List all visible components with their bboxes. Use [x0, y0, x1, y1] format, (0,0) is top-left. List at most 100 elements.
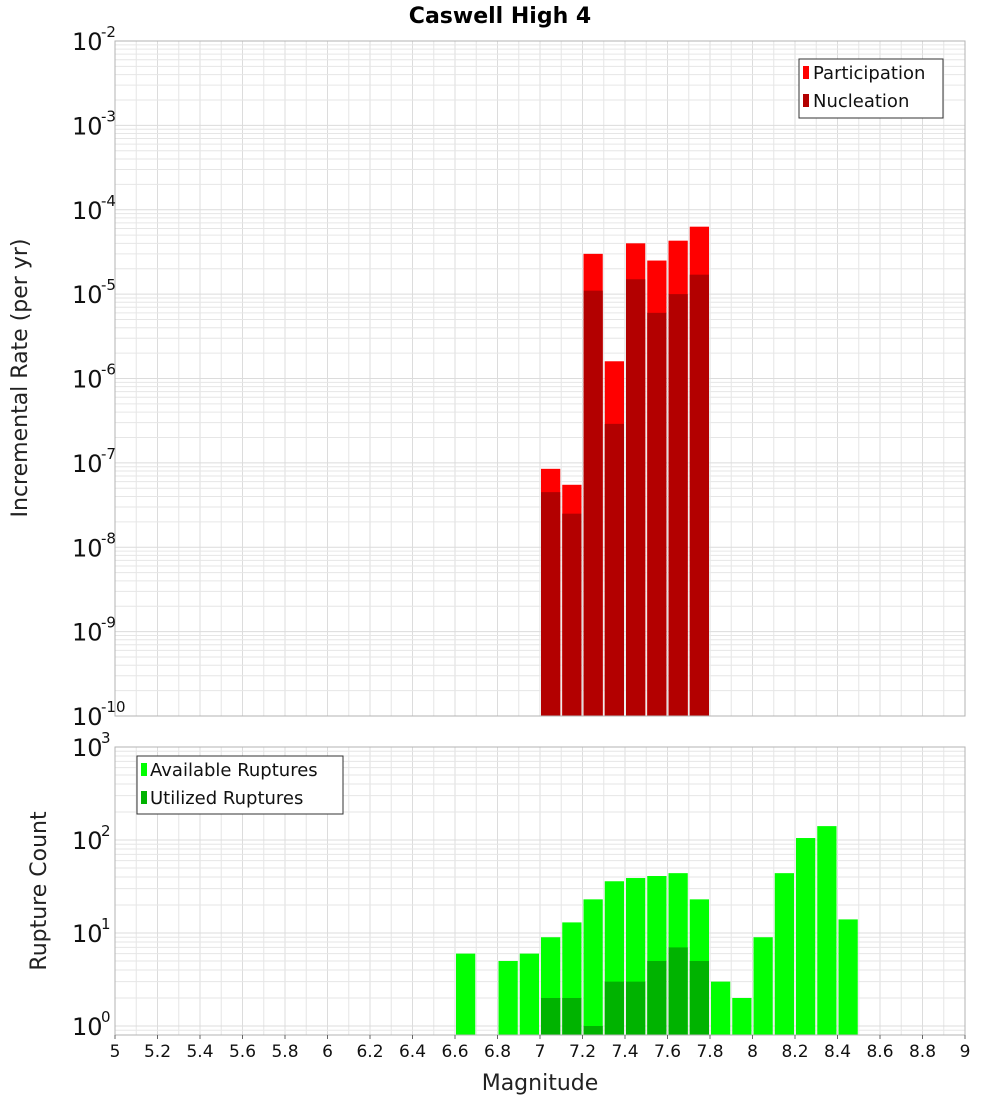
bar-available-ruptures — [817, 826, 837, 1035]
y-tick-label-base: 10 — [72, 734, 103, 762]
bar-available-ruptures — [583, 899, 603, 1035]
y-tick-label-base: 10 — [72, 534, 103, 562]
x-tick-label: 7.2 — [569, 1042, 596, 1062]
y-tick-label-base: 10 — [72, 28, 103, 56]
bar-utilized-ruptures — [626, 981, 646, 1035]
y-tick-label-exponent: -7 — [101, 445, 116, 463]
bar-nucleation — [604, 423, 624, 716]
y-tick-label-base: 10 — [72, 197, 103, 225]
x-tick-label: 8.2 — [781, 1042, 808, 1062]
x-tick-label: 5 — [110, 1042, 121, 1062]
legend-label-available: Available Ruptures — [150, 760, 318, 781]
legend-swatch-utilized — [141, 791, 147, 804]
x-tick-label: 9 — [960, 1042, 971, 1062]
count-panel-x-ticks: 5 5.2 5.4 5.6 5.8 6 6.2 6.4 6.6 6.8 7 7.2 7.4 7.6 7.8 8… — [110, 1035, 971, 1062]
y-tick-label-exponent: -5 — [101, 276, 116, 294]
legend-label-utilized: Utilized Ruptures — [150, 788, 303, 809]
y-tick-label-exponent: -2 — [101, 23, 116, 41]
bar-available-ruptures — [711, 981, 731, 1035]
x-tick-label: 7.4 — [611, 1042, 638, 1062]
bar-utilized-ruptures — [689, 960, 709, 1035]
bar-available-ruptures — [519, 953, 539, 1035]
bar-available-ruptures — [498, 960, 518, 1035]
x-tick-label: 8 — [747, 1042, 758, 1062]
x-tick-label: 6.6 — [441, 1042, 468, 1062]
x-axis-title: Magnitude — [482, 1071, 599, 1096]
bar-nucleation — [541, 492, 561, 716]
x-tick-label: 7.8 — [696, 1042, 723, 1062]
chart-title: Caswell High 4 — [409, 4, 591, 29]
y-tick-label-exponent: -4 — [101, 192, 116, 210]
x-tick-label: 6.4 — [399, 1042, 426, 1062]
rate-panel-frame — [114, 40, 966, 717]
x-tick-label: 8.4 — [824, 1042, 851, 1062]
y-tick-label-exponent: 3 — [101, 729, 111, 747]
rate-panel-y-axis-title: Incremental Rate (per yr) — [8, 239, 33, 518]
y-tick-label-exponent: -8 — [101, 529, 116, 547]
bar-available-ruptures — [753, 937, 773, 1035]
y-tick-label-exponent: 0 — [101, 1008, 111, 1026]
y-tick-label-exponent: -9 — [101, 614, 116, 632]
y-tick-label-exponent: -6 — [101, 361, 116, 379]
y-tick-label-base: 10 — [72, 703, 103, 731]
y-tick-label-base: 10 — [72, 827, 103, 855]
bar-utilized-ruptures — [583, 1025, 603, 1035]
legend-swatch-available — [141, 763, 147, 776]
bar-nucleation — [626, 279, 646, 716]
y-tick-label-base: 10 — [72, 920, 103, 948]
bar-utilized-ruptures — [562, 997, 582, 1035]
y-tick-label-exponent: 2 — [101, 822, 111, 840]
x-tick-label: 8.8 — [909, 1042, 936, 1062]
bar-utilized-ruptures — [604, 981, 624, 1035]
rate-panel-legend: Participation Nucleation — [798, 58, 944, 119]
rate-legend-box — [798, 58, 944, 119]
legend-swatch-nucleation — [803, 94, 809, 107]
x-tick-label: 5.4 — [186, 1042, 213, 1062]
bar-nucleation — [668, 294, 688, 716]
count-legend-box — [136, 755, 344, 815]
rate-panel-bars — [541, 226, 709, 717]
x-tick-label: 7 — [535, 1042, 546, 1062]
legend-label-nucleation: Nucleation — [813, 91, 909, 112]
y-tick-label-exponent: -10 — [101, 698, 126, 716]
x-tick-label: 5.8 — [271, 1042, 298, 1062]
y-tick-label-base: 10 — [72, 112, 103, 140]
bar-available-ruptures — [774, 873, 794, 1035]
bar-utilized-ruptures — [668, 947, 688, 1035]
y-tick-label-base: 10 — [72, 281, 103, 309]
count-panel-bars — [456, 826, 858, 1035]
bar-utilized-ruptures — [541, 997, 561, 1035]
x-tick-label: 6.8 — [484, 1042, 511, 1062]
bar-available-ruptures — [796, 838, 816, 1035]
bar-available-ruptures — [456, 953, 476, 1035]
bar-available-ruptures — [838, 919, 858, 1035]
y-tick-label-base: 10 — [72, 1013, 103, 1041]
bar-nucleation — [689, 274, 709, 716]
x-tick-label: 5.6 — [229, 1042, 256, 1062]
x-tick-label: 6.2 — [356, 1042, 383, 1062]
x-tick-label: 5.2 — [144, 1042, 171, 1062]
rate-panel-grid — [114, 40, 966, 717]
y-tick-label-base: 10 — [72, 366, 103, 394]
legend-swatch-participation — [803, 66, 809, 79]
bar-utilized-ruptures — [647, 960, 667, 1035]
x-tick-label: 7.6 — [654, 1042, 681, 1062]
x-tick-label: 6 — [322, 1042, 333, 1062]
count-panel-y-axis-title: Rupture Count — [27, 811, 52, 971]
bar-available-ruptures — [732, 997, 752, 1035]
bar-nucleation — [562, 513, 582, 716]
bar-nucleation — [647, 312, 667, 716]
y-tick-label-base: 10 — [72, 619, 103, 647]
legend-label-participation: Participation — [813, 63, 925, 84]
x-tick-label: 8.6 — [866, 1042, 893, 1062]
y-tick-label-base: 10 — [72, 450, 103, 478]
y-tick-label-exponent: 1 — [101, 915, 111, 933]
bar-nucleation — [583, 290, 603, 716]
y-tick-label-exponent: -3 — [101, 107, 116, 125]
count-panel-legend: Available Ruptures Utilized Ruptures — [136, 755, 344, 815]
